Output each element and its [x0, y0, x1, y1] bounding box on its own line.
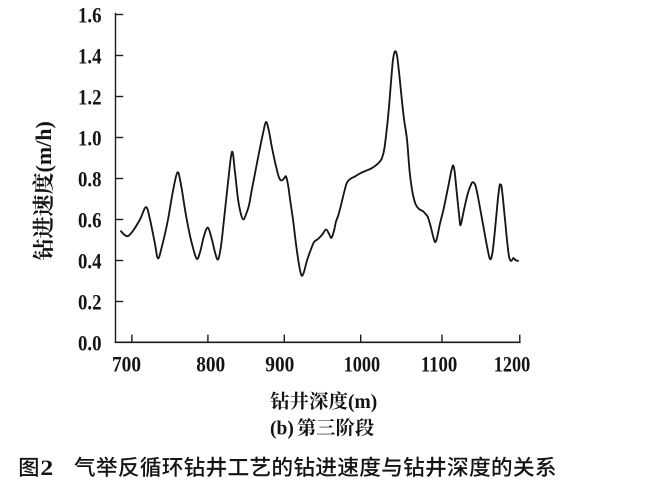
svg-text:1000: 1000 — [344, 352, 381, 377]
svg-text:(b): (b) — [270, 419, 294, 440]
svg-text:(m): (m) — [348, 392, 377, 413]
svg-text:0.2: 0.2 — [78, 290, 102, 315]
svg-text:700: 700 — [112, 352, 141, 377]
svg-text:1.2: 1.2 — [78, 85, 102, 110]
svg-text:1200: 1200 — [494, 352, 531, 377]
svg-text:1.6: 1.6 — [78, 3, 102, 28]
svg-text:800: 800 — [196, 352, 225, 377]
svg-text:1100: 1100 — [421, 352, 458, 377]
svg-text:900: 900 — [265, 352, 294, 377]
svg-text:1.0: 1.0 — [78, 126, 102, 151]
svg-text:0.0: 0.0 — [78, 331, 102, 356]
svg-text:2: 2 — [40, 455, 53, 480]
svg-text:(m/h): (m/h) — [31, 121, 56, 172]
svg-text:0.4: 0.4 — [78, 249, 102, 274]
svg-text:0.8: 0.8 — [78, 167, 102, 192]
svg-text:1.4: 1.4 — [78, 44, 102, 69]
svg-text:0.6: 0.6 — [78, 208, 102, 233]
